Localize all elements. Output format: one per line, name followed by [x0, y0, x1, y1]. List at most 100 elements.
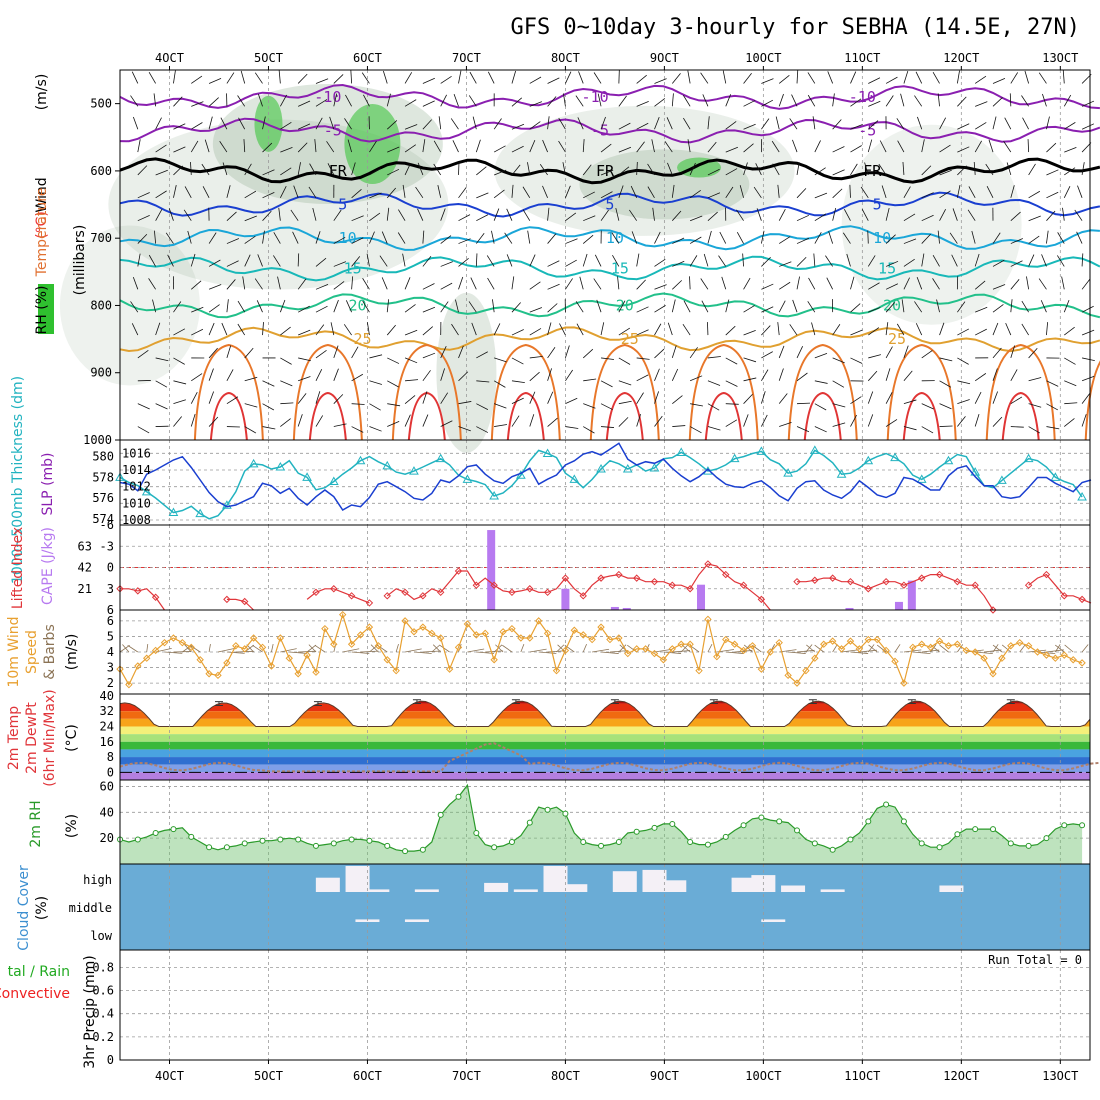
wind-speed-marker: [730, 640, 739, 648]
date-tick-top: 12OCT: [943, 51, 979, 65]
wind-barb: [957, 96, 967, 107]
wind-barb: [975, 101, 988, 107]
wind-barb: [1062, 70, 1065, 84]
wind-barb: [1010, 238, 1023, 244]
wind-speed-marker: [784, 671, 792, 680]
upper-wind-unit: (m/s): [34, 74, 50, 111]
wind-barb: [244, 376, 258, 382]
rh-marker: [900, 818, 907, 825]
wind-barb: [369, 231, 375, 244]
wind-barb: [582, 253, 588, 267]
lifted-index-marker: [1024, 581, 1033, 589]
wind-barb: [222, 162, 228, 176]
wind-barb: [522, 186, 531, 199]
date-tick-top: 6OCT: [353, 51, 382, 65]
wind-barb: [761, 78, 774, 84]
wind-barb: [237, 300, 246, 313]
wind-speed-marker: [160, 638, 169, 647]
wind-barb: [896, 118, 905, 130]
wind-barb: [1057, 232, 1065, 244]
wind-barb: [636, 374, 649, 382]
wind-barb: [280, 167, 292, 176]
wind-speed-marker: [962, 646, 970, 655]
wind-barb: [381, 277, 388, 290]
isotherm-label: -10: [314, 88, 341, 106]
wind-speed-marker: [214, 671, 222, 680]
wind-barb: [814, 232, 822, 244]
wind-barb: [850, 396, 862, 405]
wind-barb: [191, 306, 204, 313]
wind-barb: [237, 323, 246, 336]
wind-speed-marker: [347, 640, 356, 648]
wind-speed-marker: [1007, 642, 1015, 650]
surface-wind-barb: [876, 644, 887, 653]
wind-barb: [470, 277, 477, 290]
wind-barb: [155, 144, 167, 153]
wind-barb: [315, 117, 323, 130]
surface-wind-barb: [1055, 644, 1061, 653]
wind-speed-marker: [926, 643, 935, 652]
wind-barb: [707, 426, 721, 431]
wind-barb: [1046, 403, 1059, 411]
wind-barb: [939, 322, 945, 336]
cape-bar: [487, 530, 496, 610]
wind-barb: [398, 209, 406, 221]
wind-speed-marker: [793, 679, 801, 687]
rh2m-unit: (%): [64, 814, 80, 838]
wind-barb: [914, 95, 923, 107]
wind-barb: [487, 277, 495, 290]
temperature-band: [120, 741, 1090, 750]
surface-wind-barb: [903, 649, 922, 653]
surface-hot-contour: [902, 391, 941, 441]
wind-barb: [256, 300, 263, 313]
wind-barb: [440, 235, 452, 244]
pressure-tick-label: 500: [90, 97, 112, 111]
isotherm-label: -5: [591, 122, 609, 140]
wind-barb: [832, 188, 843, 199]
surface-wind-barb: [957, 644, 964, 653]
wind-barb: [721, 276, 727, 290]
wind-barb: [707, 141, 717, 153]
wind-barb: [811, 322, 816, 336]
wind-barb: [529, 371, 540, 382]
thickness-marker: [596, 464, 606, 473]
wind-barb: [280, 380, 293, 387]
wind-barb: [1064, 402, 1078, 405]
wind-barb: [333, 394, 344, 404]
wind-barb: [351, 276, 354, 290]
wind-barb: [542, 185, 548, 198]
wind-barb: [903, 238, 917, 244]
wind-barb: [903, 258, 915, 267]
wind-barb: [936, 299, 940, 313]
cloud-bar: [404, 919, 429, 922]
wind-barb: [654, 323, 662, 336]
pressure-tick-label: 700: [90, 231, 112, 245]
wind-barb: [298, 329, 311, 336]
wind-speed-marker: [1060, 651, 1068, 659]
wind-barb: [202, 186, 210, 199]
wind-barb: [850, 163, 858, 176]
wind-barb: [974, 391, 982, 404]
wind-barb: [440, 368, 445, 381]
rh-marker: [1061, 822, 1068, 829]
wind-speed-marker: [677, 640, 685, 648]
rh-marker: [277, 836, 284, 843]
wind-barb: [867, 370, 878, 382]
wind-barb: [796, 346, 804, 359]
wind-barb: [618, 166, 630, 176]
cape-bar: [622, 607, 631, 610]
wind-barb: [547, 96, 557, 107]
wind-barb: [369, 168, 381, 176]
wind-speed-marker: [196, 656, 204, 664]
wind-barb: [600, 143, 612, 153]
lifted-index-tick-label: -6: [100, 518, 114, 532]
wind-barb: [600, 357, 614, 360]
wind-barb: [813, 253, 816, 267]
wind-speed-marker: [624, 649, 632, 658]
lifted-index-tick-label: 6: [107, 603, 114, 617]
wind-barb: [1040, 300, 1047, 313]
wind-barb: [476, 232, 485, 244]
wind-barb: [315, 305, 328, 313]
wind-barb: [689, 215, 703, 222]
surface-wind-barb: [369, 644, 379, 653]
